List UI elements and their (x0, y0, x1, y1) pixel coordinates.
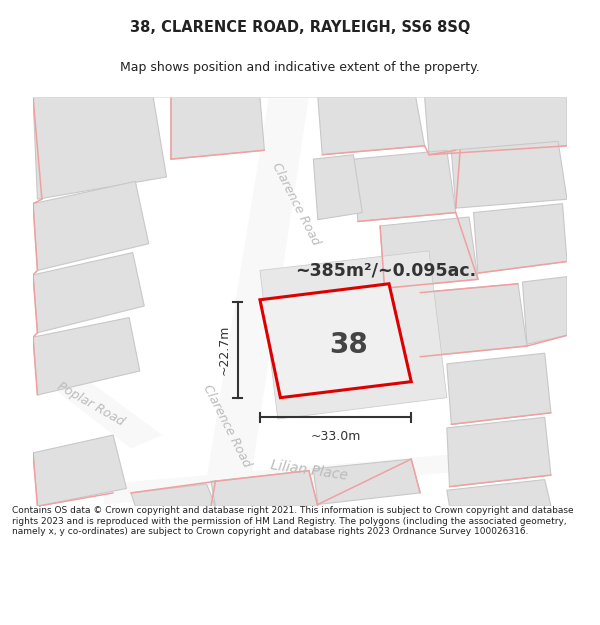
Polygon shape (131, 484, 215, 506)
Text: Clarence Road: Clarence Road (269, 160, 322, 247)
Text: Clarence Road: Clarence Road (200, 382, 253, 469)
Polygon shape (318, 97, 425, 155)
Polygon shape (171, 97, 265, 159)
Polygon shape (202, 97, 309, 506)
Polygon shape (473, 204, 567, 273)
Polygon shape (380, 217, 478, 288)
Text: 38, CLARENCE ROAD, RAYLEIGH, SS6 8SQ: 38, CLARENCE ROAD, RAYLEIGH, SS6 8SQ (130, 19, 470, 34)
Text: ~22.7m: ~22.7m (218, 324, 230, 375)
Polygon shape (451, 141, 567, 208)
Polygon shape (104, 453, 469, 504)
Text: Poplar Road: Poplar Road (55, 379, 127, 428)
Text: ~33.0m: ~33.0m (310, 430, 361, 442)
Text: 38: 38 (329, 331, 368, 359)
Polygon shape (523, 277, 567, 344)
Polygon shape (447, 418, 551, 487)
Text: ~385m²/~0.095ac.: ~385m²/~0.095ac. (296, 261, 476, 279)
Text: Map shows position and indicative extent of the property.: Map shows position and indicative extent… (120, 61, 480, 74)
Polygon shape (211, 471, 318, 506)
Polygon shape (33, 435, 127, 506)
Polygon shape (260, 251, 447, 419)
Polygon shape (33, 359, 162, 448)
Text: Lilian Place: Lilian Place (269, 458, 349, 483)
Polygon shape (33, 97, 567, 506)
Polygon shape (33, 253, 144, 332)
Polygon shape (416, 284, 527, 357)
Polygon shape (353, 150, 456, 221)
Polygon shape (313, 459, 420, 504)
Polygon shape (260, 284, 411, 398)
Polygon shape (313, 155, 362, 219)
Polygon shape (33, 318, 140, 395)
Polygon shape (33, 97, 167, 199)
Polygon shape (447, 353, 551, 424)
Polygon shape (425, 97, 567, 155)
Polygon shape (33, 181, 149, 271)
Text: Contains OS data © Crown copyright and database right 2021. This information is : Contains OS data © Crown copyright and d… (12, 506, 574, 536)
Polygon shape (447, 479, 551, 506)
